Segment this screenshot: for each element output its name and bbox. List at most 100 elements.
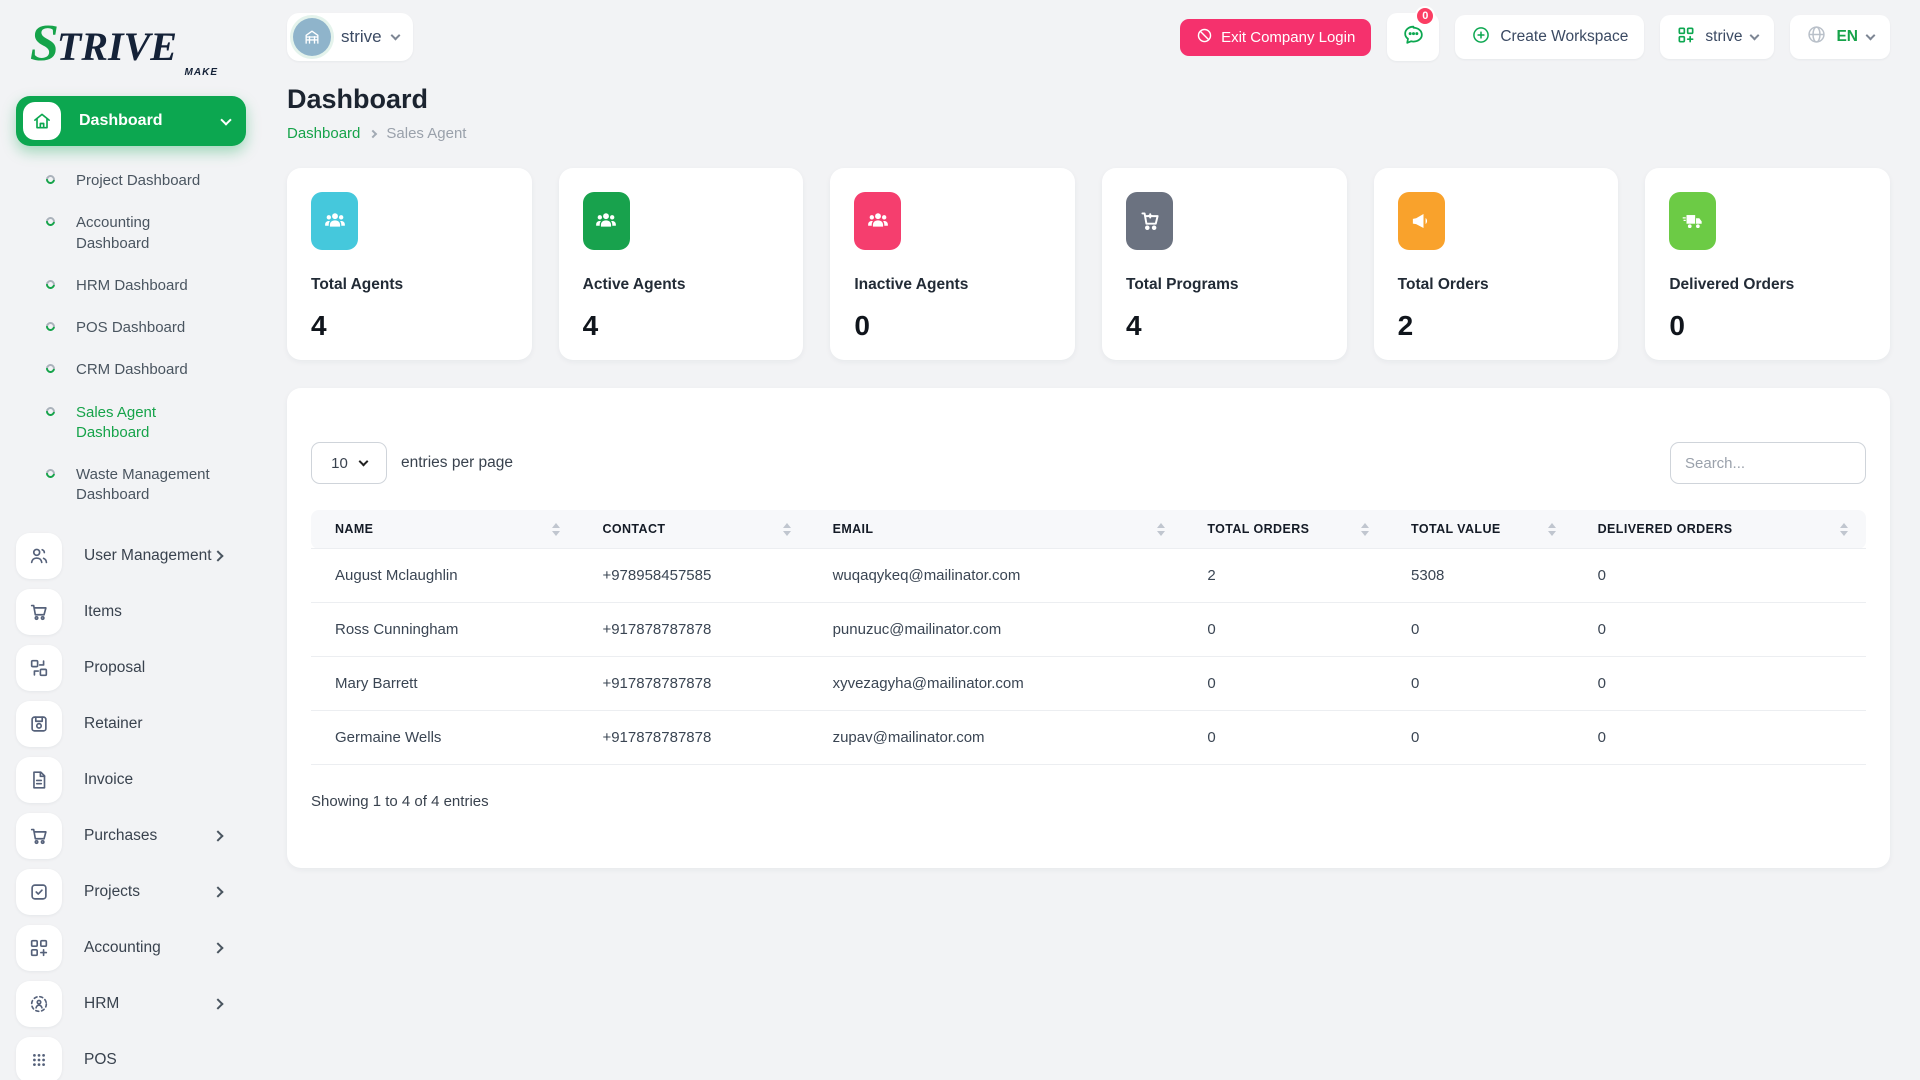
language-selector[interactable]: EN [1790, 15, 1890, 59]
sort-icon[interactable] [1361, 522, 1370, 536]
workspace-selector[interactable]: strive [287, 13, 413, 61]
column-header-total-value[interactable]: TOTAL VALUE [1387, 510, 1574, 549]
column-header-email[interactable]: EMAIL [808, 510, 1184, 549]
exit-button-label: Exit Company Login [1221, 28, 1356, 46]
sidebar-group-dashboard[interactable]: Dashboard [16, 96, 246, 146]
stat-label: Total Programs [1126, 276, 1239, 293]
stat-card-total-agents: Total Agents 4 [287, 168, 532, 360]
sidebar-item-label: Invoice [84, 770, 134, 788]
company-name: strive [1705, 28, 1743, 45]
sidebar-item-crm-dashboard[interactable]: CRM Dashboard [16, 349, 246, 391]
sidebar-item-sales-agent-dashboard[interactable]: Sales Agent Dashboard [16, 392, 246, 455]
sidebar-item-pos-dashboard[interactable]: POS Dashboard [16, 307, 246, 349]
sidebar-item-label: Retainer [84, 714, 143, 732]
breadcrumb-separator-icon [369, 129, 378, 138]
sidebar-item-label: HRM [84, 994, 120, 1012]
sidebar-item-hrm-dashboard[interactable]: HRM Dashboard [16, 265, 246, 307]
save-icon [16, 700, 62, 747]
brand-logo-text: TRIVE [56, 24, 177, 69]
sidebar-item-label: CRM Dashboard [76, 361, 188, 379]
sidebar-item-waste-management-dashboard[interactable]: Waste Management Dashboard [16, 454, 246, 517]
sidebar-item-accounting-dashboard[interactable]: Accounting Dashboard [16, 202, 246, 265]
document-icon [16, 756, 62, 803]
cell-total-value: 0 [1387, 656, 1574, 711]
entries-per-page-label: entries per page [401, 454, 514, 471]
sidebar-item-proposal[interactable]: Proposal [16, 644, 246, 691]
sidebar: S TRIVE MAKE Dashboard Project Dashboard… [0, 0, 262, 1080]
column-header-total-orders[interactable]: TOTAL ORDERS [1183, 510, 1388, 549]
brand-logo[interactable]: S TRIVE MAKE [30, 14, 246, 78]
sidebar-item-accounting[interactable]: Accounting [16, 924, 246, 971]
sidebar-item-pos[interactable]: POS [16, 1036, 246, 1080]
sort-icon[interactable] [782, 522, 791, 536]
sidebar-item-project-dashboard[interactable]: Project Dashboard [16, 160, 246, 202]
company-selector[interactable]: strive [1660, 15, 1775, 59]
chevron-right-icon [212, 997, 224, 1010]
page-size-select[interactable]: 10 [311, 442, 387, 484]
table-header-row: NAME CONTACT EMAIL TOTAL ORDERS TOTAL VA… [311, 510, 1866, 549]
cell-delivered-orders: 0 [1573, 548, 1866, 603]
sidebar-item-items[interactable]: Items [16, 588, 246, 635]
sidebar-item-user-management[interactable]: User Management [16, 532, 246, 579]
sidebar-item-label: Sales Agent Dashboard [76, 403, 157, 441]
sort-icon[interactable] [1157, 522, 1166, 536]
table-row[interactable]: Ross Cunningham +917878787878 punuzuc@ma… [311, 602, 1866, 657]
cell-email: punuzuc@mailinator.com [808, 602, 1184, 657]
bullet-icon [44, 215, 57, 229]
breadcrumb: Dashboard Sales Agent [287, 125, 1890, 142]
sort-icon[interactable] [1840, 522, 1848, 536]
sidebar-item-label: POS Dashboard [76, 319, 186, 336]
column-header-contact[interactable]: CONTACT [578, 510, 809, 549]
sidebar-item-purchases[interactable]: Purchases [16, 812, 246, 859]
cell-total-value: 5308 [1387, 548, 1574, 603]
sidebar-item-projects[interactable]: Projects [16, 868, 246, 915]
stat-label: Inactive Agents [854, 276, 969, 293]
bullet-icon [44, 173, 57, 186]
sidebar-item-label: Accounting [84, 938, 161, 956]
exit-company-login-button[interactable]: Exit Company Login [1180, 18, 1372, 56]
stat-label: Total Orders [1397, 276, 1489, 293]
column-header-delivered-orders[interactable]: DELIVERED ORDERS [1573, 510, 1866, 549]
chevron-down-icon [220, 113, 232, 126]
cell-contact: +917878787878 [578, 656, 809, 711]
language-label: EN [1836, 28, 1858, 45]
plus-circle-icon [1471, 25, 1491, 50]
breadcrumb-root[interactable]: Dashboard [287, 125, 361, 142]
hrm-icon [16, 980, 62, 1027]
chevron-right-icon [212, 829, 224, 842]
bullet-icon [44, 404, 57, 418]
sidebar-item-label: HRM Dashboard [76, 276, 188, 294]
column-header-name[interactable]: NAME [311, 510, 579, 549]
create-workspace-button[interactable]: Create Workspace [1455, 15, 1645, 59]
cart-icon [16, 588, 62, 635]
bullet-icon [44, 362, 57, 376]
sidebar-item-hrm[interactable]: HRM [16, 980, 246, 1027]
stat-value: 4 [582, 310, 599, 341]
sidebar-item-invoice[interactable]: Invoice [16, 756, 246, 803]
check-square-icon [16, 868, 62, 915]
topbar-actions: Exit Company Login 0 Create Workspace st… [1180, 6, 1890, 61]
sidebar-item-label: Proposal [84, 658, 146, 676]
table-row[interactable]: Germaine Wells +917878787878 zupav@maili… [311, 710, 1866, 765]
cell-delivered-orders: 0 [1573, 710, 1866, 765]
search-input[interactable] [1670, 442, 1866, 484]
stat-value: 0 [854, 310, 870, 341]
sidebar-item-retainer[interactable]: Retainer [16, 700, 246, 747]
stat-cards: Total Agents 4 Active Agents 4 Inactive … [287, 168, 1890, 360]
sidebar-group-label: Dashboard [79, 112, 163, 129]
agents-table-panel: 10 entries per page NAME CONTACT EMAIL T… [287, 388, 1890, 868]
cell-contact: +917878787878 [578, 602, 809, 657]
sidebar-item-label: User Management [84, 546, 212, 564]
cell-contact: +978958457585 [578, 548, 809, 603]
sort-icon[interactable] [552, 522, 561, 536]
sort-icon[interactable] [1547, 522, 1556, 536]
table-controls: 10 entries per page [311, 442, 1866, 484]
cell-delivered-orders: 0 [1573, 656, 1866, 711]
topbar: strive Exit Company Login 0 Create [287, 6, 1890, 62]
table-row[interactable]: August Mclaughlin +978958457585 wuqaqyke… [311, 548, 1866, 603]
table-row[interactable]: Mary Barrett +917878787878 xyvezagyha@ma… [311, 656, 1866, 711]
messages-button[interactable]: 0 [1387, 6, 1440, 61]
stat-card-total-programs: Total Programs 4 [1102, 168, 1347, 360]
users-icon [16, 532, 62, 579]
sidebar-item-label: Purchases [84, 826, 158, 844]
